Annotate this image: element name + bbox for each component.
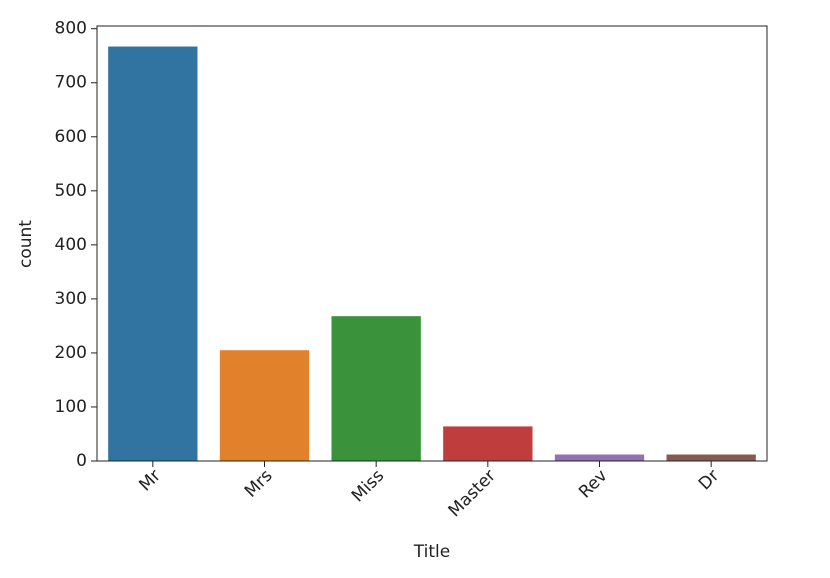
x-axis-label: Title — [413, 542, 450, 562]
x-tick-label: Mrs — [241, 466, 277, 502]
y-tick-label: 800 — [55, 19, 87, 39]
y-tick-label: 700 — [55, 73, 87, 93]
x-tick-label: Master — [445, 466, 500, 521]
bar — [331, 316, 421, 461]
y-tick-label: 100 — [55, 397, 87, 417]
y-tick-label: 200 — [55, 343, 87, 363]
y-tick-label: 400 — [55, 235, 87, 255]
bar — [443, 426, 533, 461]
x-tick-label: Miss — [348, 466, 388, 506]
y-axis-label: count — [16, 220, 36, 268]
y-tick-label: 0 — [76, 451, 87, 471]
x-tick-label: Rev — [575, 466, 611, 502]
bar — [666, 454, 756, 461]
bar — [219, 350, 310, 461]
x-tick-label: Mr — [135, 466, 164, 495]
y-tick-label: 500 — [55, 181, 87, 201]
y-tick-label: 600 — [55, 127, 87, 147]
plot-frame — [96, 25, 768, 462]
y-tick-label: 300 — [55, 289, 87, 309]
x-tick-label: Dr — [695, 466, 723, 494]
bar — [554, 454, 645, 461]
bar — [108, 46, 198, 462]
